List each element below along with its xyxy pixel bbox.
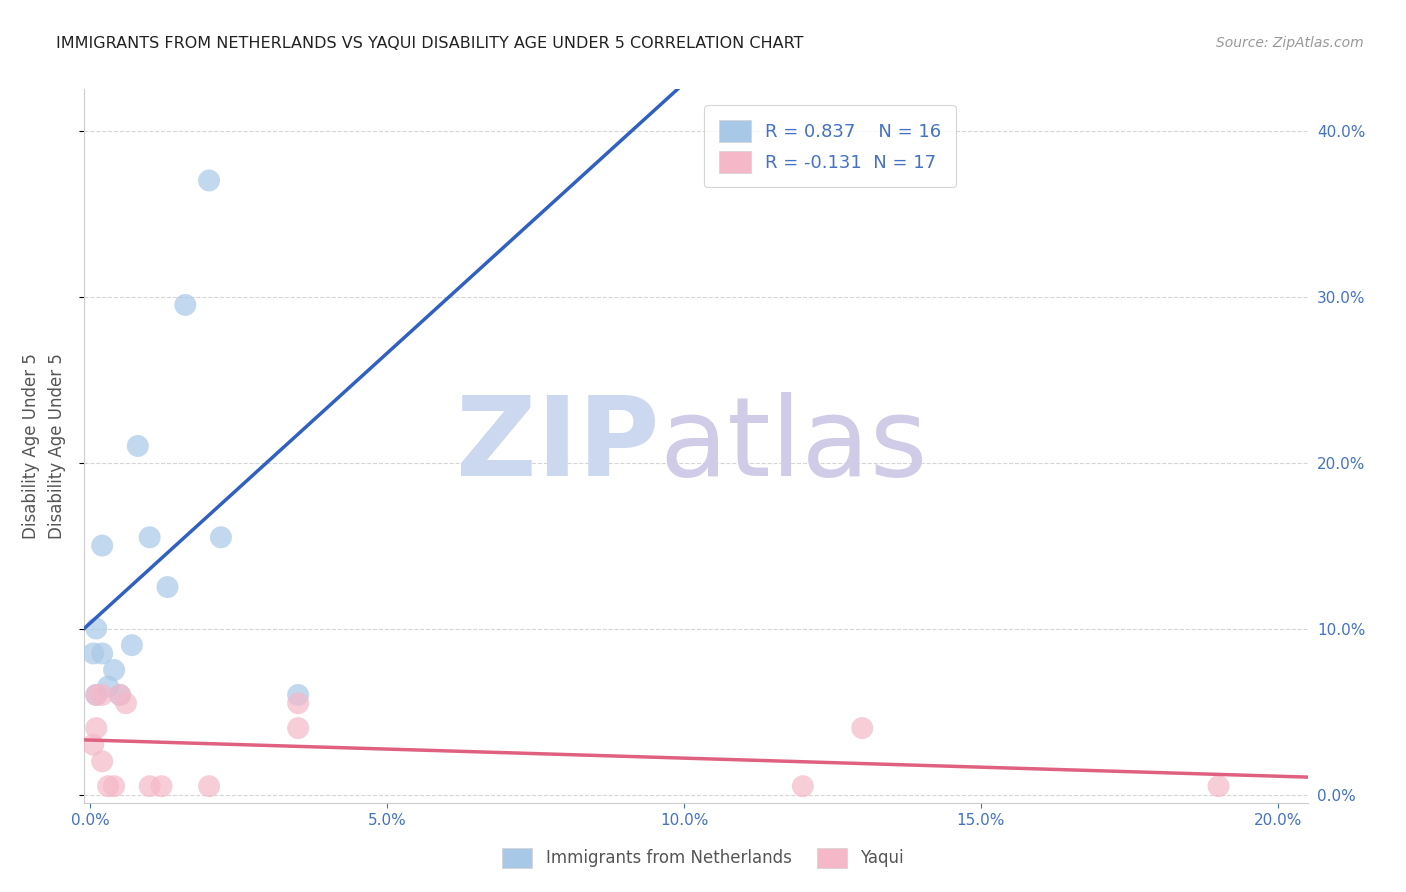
Point <box>287 696 309 710</box>
Point <box>121 638 143 652</box>
Point <box>91 754 114 768</box>
Text: Disability Age Under 5: Disability Age Under 5 <box>22 353 39 539</box>
Point <box>103 779 125 793</box>
Legend: Immigrants from Netherlands, Yaqui: Immigrants from Netherlands, Yaqui <box>496 841 910 875</box>
Point <box>108 688 131 702</box>
Point <box>91 688 114 702</box>
Text: ZIP: ZIP <box>456 392 659 500</box>
Point <box>127 439 149 453</box>
Point <box>209 530 232 544</box>
Point <box>84 721 107 735</box>
Point <box>82 738 104 752</box>
Point <box>108 688 131 702</box>
Point <box>91 647 114 661</box>
Point <box>97 779 120 793</box>
Text: IMMIGRANTS FROM NETHERLANDS VS YAQUI DISABILITY AGE UNDER 5 CORRELATION CHART: IMMIGRANTS FROM NETHERLANDS VS YAQUI DIS… <box>56 36 804 51</box>
Point <box>1208 779 1230 793</box>
Point <box>138 530 160 544</box>
Point <box>198 779 221 793</box>
Point <box>851 721 873 735</box>
Text: Source: ZipAtlas.com: Source: ZipAtlas.com <box>1216 36 1364 50</box>
Point <box>138 779 160 793</box>
Point <box>84 688 107 702</box>
Y-axis label: Disability Age Under 5: Disability Age Under 5 <box>48 353 66 539</box>
Point <box>115 696 138 710</box>
Point <box>84 688 107 702</box>
Point <box>198 173 221 187</box>
Point <box>174 298 197 312</box>
Point <box>156 580 179 594</box>
Point <box>82 647 104 661</box>
Point <box>287 688 309 702</box>
Legend: R = 0.837    N = 16, R = -0.131  N = 17: R = 0.837 N = 16, R = -0.131 N = 17 <box>704 105 956 187</box>
Text: atlas: atlas <box>659 392 928 500</box>
Point <box>84 622 107 636</box>
Point <box>91 539 114 553</box>
Point <box>103 663 125 677</box>
Point <box>150 779 173 793</box>
Point <box>792 779 814 793</box>
Point <box>97 680 120 694</box>
Point <box>287 721 309 735</box>
